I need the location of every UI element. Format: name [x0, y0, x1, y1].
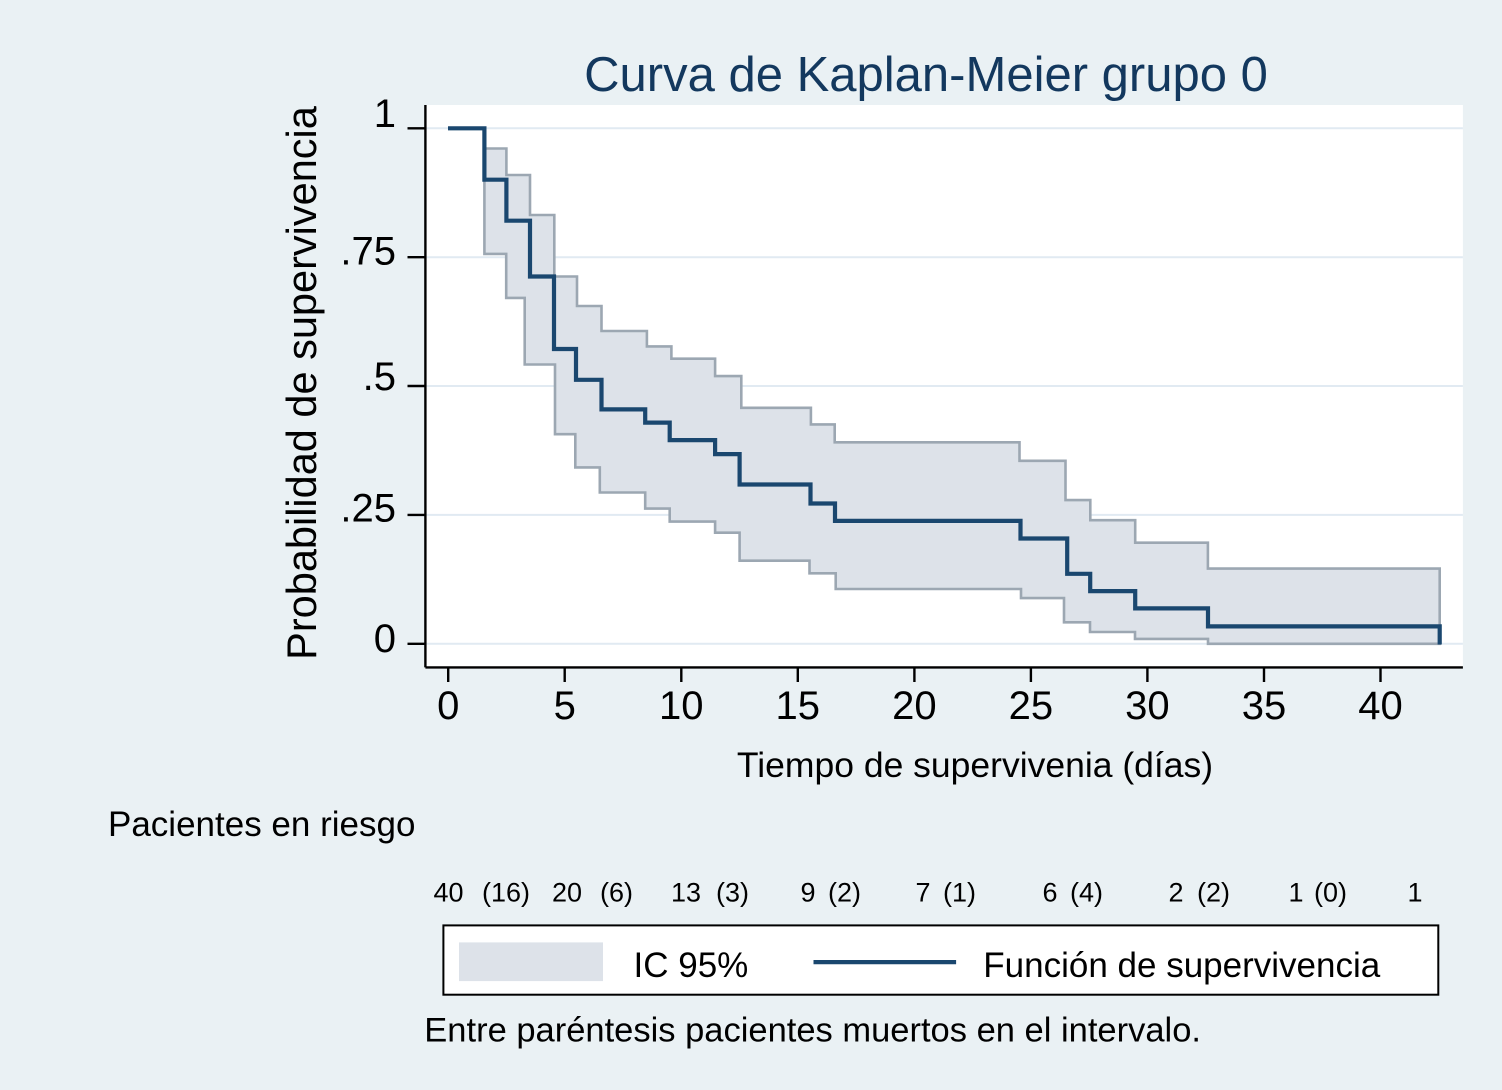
svg-text:1: 1	[1407, 878, 1422, 908]
svg-text:.75: .75	[340, 230, 396, 274]
svg-text:IC 95%: IC 95%	[634, 946, 749, 985]
svg-text:35: 35	[1242, 684, 1287, 728]
svg-text:Entre paréntesis pacientes mue: Entre paréntesis pacientes muertos en el…	[424, 1012, 1201, 1050]
svg-text:13: 13	[671, 878, 701, 908]
svg-text:1: 1	[374, 92, 396, 136]
svg-text:5: 5	[554, 684, 576, 728]
svg-text:(0): (0)	[1314, 878, 1347, 908]
svg-text:Función de supervivencia: Función de supervivencia	[983, 946, 1380, 985]
svg-text:30: 30	[1125, 684, 1170, 728]
svg-text:Curva de Kaplan-Meier grupo 0: Curva de Kaplan-Meier grupo 0	[584, 48, 1268, 102]
svg-text:.5: .5	[363, 355, 396, 399]
svg-text:Tiempo de supervivenia (días): Tiempo de supervivenia (días)	[737, 745, 1213, 785]
svg-text:(2): (2)	[828, 878, 861, 908]
svg-text:Probabilidad de supervivencia: Probabilidad de supervivencia	[278, 105, 325, 660]
svg-text:(16): (16)	[482, 878, 530, 908]
svg-text:6: 6	[1042, 878, 1057, 908]
svg-text:(6): (6)	[600, 878, 633, 908]
svg-text:0: 0	[437, 684, 459, 728]
svg-text:2: 2	[1168, 878, 1183, 908]
svg-text:10: 10	[659, 684, 704, 728]
svg-text:20: 20	[552, 878, 582, 908]
svg-text:9: 9	[800, 878, 815, 908]
svg-text:40: 40	[1358, 684, 1403, 728]
svg-text:Pacientes en riesgo: Pacientes en riesgo	[108, 805, 415, 844]
svg-text:20: 20	[892, 684, 937, 728]
svg-text:.25: .25	[340, 487, 396, 531]
svg-text:(2): (2)	[1197, 878, 1230, 908]
svg-text:25: 25	[1009, 684, 1054, 728]
svg-text:7: 7	[915, 878, 930, 908]
svg-text:1: 1	[1288, 878, 1303, 908]
svg-text:(4): (4)	[1070, 878, 1103, 908]
svg-text:0: 0	[374, 617, 396, 661]
svg-text:15: 15	[776, 684, 821, 728]
svg-text:(3): (3)	[716, 878, 749, 908]
svg-text:40: 40	[433, 878, 463, 908]
svg-text:(1): (1)	[943, 878, 976, 908]
